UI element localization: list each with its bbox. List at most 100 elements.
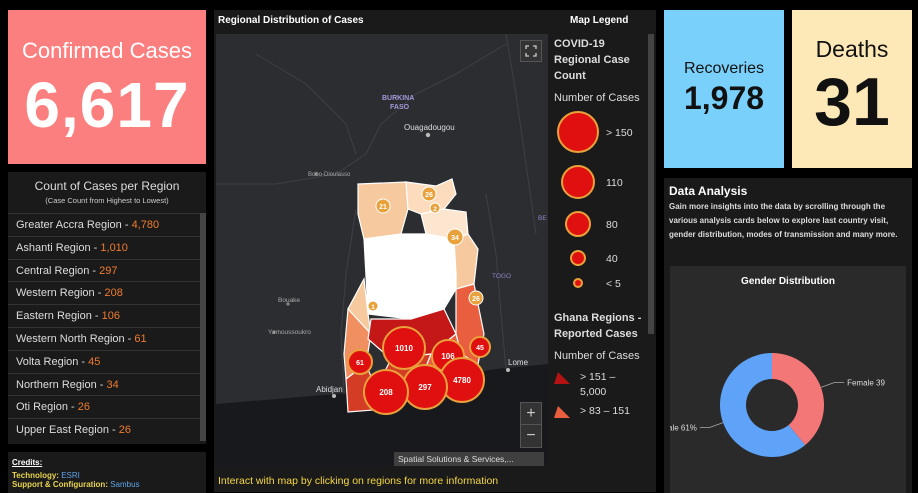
fullscreen-button[interactable]: [520, 40, 542, 62]
legend-bubble: [557, 111, 599, 153]
city-label: Bouake: [278, 297, 300, 304]
region-northern[interactable]: [363, 233, 457, 280]
bubble-label: 61: [356, 360, 364, 367]
region-row[interactable]: Western Region - 208: [8, 281, 200, 304]
bubble-circle[interactable]: [469, 336, 491, 358]
region-name: Northern Region -: [16, 378, 107, 391]
region-name: Oti Region -: [16, 401, 78, 414]
bubble-western[interactable]: 208: [363, 369, 409, 415]
bubble-label: 34: [451, 235, 459, 242]
region-name: Eastern Region -: [16, 310, 102, 323]
bubble-label: 1: [371, 304, 375, 311]
region-row[interactable]: Upper East Region - 26: [8, 418, 200, 441]
scrollbar-thumb[interactable]: [200, 213, 206, 441]
bubble-circle[interactable]: [468, 290, 484, 306]
bubble-label: 297: [418, 383, 432, 392]
donut-slice[interactable]: [772, 353, 824, 446]
bubble-circle[interactable]: [367, 300, 379, 312]
region-row[interactable]: Northern Region - 34: [8, 372, 200, 396]
recoveries-value: 1,978: [683, 80, 765, 116]
map-svg[interactable]: BURKINA FASO Ouagadougou Bobo-Dioulasso …: [216, 34, 548, 466]
confirmed-cases-card: Confirmed Cases 6,617: [8, 10, 206, 164]
bubble-bono[interactable]: 1: [367, 300, 379, 312]
gender-distribution-card: Gender Distribution Female 39 Male 61%: [661, 266, 906, 493]
bubble-north-east[interactable]: 2: [429, 202, 441, 214]
bubble-circle[interactable]: [446, 228, 464, 246]
donut-leader-line: [699, 422, 724, 428]
region-row[interactable]: Greater Accra Region - 4,780: [8, 213, 200, 236]
bubble-ashanti[interactable]: 1010: [382, 326, 426, 370]
deaths-card: Deaths 31: [792, 10, 912, 168]
region-row[interactable]: Volta Region - 45: [8, 349, 200, 373]
zoom-out-button[interactable]: −: [526, 427, 536, 444]
bubble-central[interactable]: 297: [402, 364, 448, 410]
region-list: Greater Accra Region - 4,780 Ashanti Reg…: [8, 213, 200, 441]
bubble-upper-east[interactable]: 26: [421, 186, 437, 202]
gender-donut-chart[interactable]: Female 39 Male 61%: [661, 287, 906, 477]
region-name: Upper East Region -: [16, 424, 119, 437]
region-count-panel: Count of Cases per Region (Case Count fr…: [8, 172, 206, 444]
bubble-label: 106: [441, 352, 455, 361]
donut-label: Male 61%: [670, 423, 697, 432]
bubble-label: 21: [379, 204, 387, 211]
city-dot: [425, 132, 431, 138]
bubble-circle[interactable]: [382, 326, 426, 370]
country-label: FASO: [390, 104, 410, 111]
region-name: Greater Accra Region -: [16, 219, 132, 231]
legend-fill-swatch: [554, 406, 570, 418]
bubble-label: 26: [472, 296, 480, 303]
region-count: 106: [101, 310, 120, 323]
bubble-circle[interactable]: [429, 202, 441, 214]
legend-bubble: [565, 211, 591, 237]
donut-label: Female 39: [847, 379, 885, 388]
country-label: BE: [538, 215, 547, 222]
place-labels: BURKINA FASO Ouagadougou Bobo-Dioulasso …: [268, 95, 547, 398]
country-borders: [216, 34, 537, 395]
region-count: 297: [99, 264, 118, 277]
bubble-volta[interactable]: 45: [469, 336, 491, 358]
legend-bubble: [573, 278, 583, 288]
deaths-label: Deaths: [815, 36, 889, 62]
country-label: TOGO: [492, 273, 511, 280]
bubble-northern[interactable]: 34: [446, 228, 464, 246]
bubble-circle[interactable]: [421, 186, 437, 202]
city-label: Bobo-Dioulasso: [308, 172, 351, 178]
legend-fill-swatch: [554, 372, 570, 384]
city-dot: [314, 172, 318, 176]
fullscreen-icon: [525, 45, 537, 57]
support-link[interactable]: Sambus: [110, 480, 140, 489]
bubble-circle[interactable]: [363, 369, 409, 415]
bubble-label: 4780: [453, 376, 471, 385]
region-panel-title: Count of Cases per Region: [34, 179, 180, 193]
city-dot: [286, 302, 290, 306]
region-bono-east[interactable]: [365, 273, 457, 320]
map-attribution[interactable]: Spatial Solutions & Services,...: [394, 452, 544, 466]
region-row[interactable]: Western North Region - 61: [8, 326, 200, 350]
bubble-label: 2: [433, 206, 437, 213]
case-bubbles[interactable]: 1010 106 45 61 4780 297 208 26 21 2 34 1…: [347, 186, 491, 415]
region-row[interactable]: Oti Region - 26: [8, 395, 200, 418]
bubble-western-north[interactable]: 61: [347, 349, 373, 375]
bubble-circle[interactable]: [347, 349, 373, 375]
technology-link[interactable]: ESRI: [61, 471, 80, 480]
map-view[interactable]: BURKINA FASO Ouagadougou Bobo-Dioulasso …: [216, 34, 548, 466]
bubble-circle[interactable]: [375, 198, 391, 214]
credits-support: Support & Configuration: Sambus: [12, 480, 202, 489]
legend-scrollbar[interactable]: [648, 34, 654, 334]
region-row[interactable]: Central Region - 297: [8, 258, 200, 282]
legend-bubble-scale: > 150 110 80 40 < 5: [557, 111, 633, 290]
region-count: 45: [88, 355, 101, 368]
credits-title: Credits:: [12, 458, 43, 467]
legend-title: Map Legend: [570, 15, 629, 26]
bubble-label: 208: [379, 388, 393, 397]
zoom-in-button[interactable]: +: [521, 403, 541, 425]
region-row[interactable]: Eastern Region - 106: [8, 304, 200, 327]
region-row[interactable]: Ashanti Region - 1,010: [8, 235, 200, 259]
region-list-scrollbar[interactable]: [200, 213, 206, 441]
region-count: 26: [77, 401, 90, 414]
confirmed-cases-value: 6,617: [24, 69, 190, 141]
donut-slice[interactable]: [720, 353, 806, 457]
bubble-upper-west[interactable]: 21: [375, 198, 391, 214]
bubble-oti[interactable]: 26: [468, 290, 484, 306]
